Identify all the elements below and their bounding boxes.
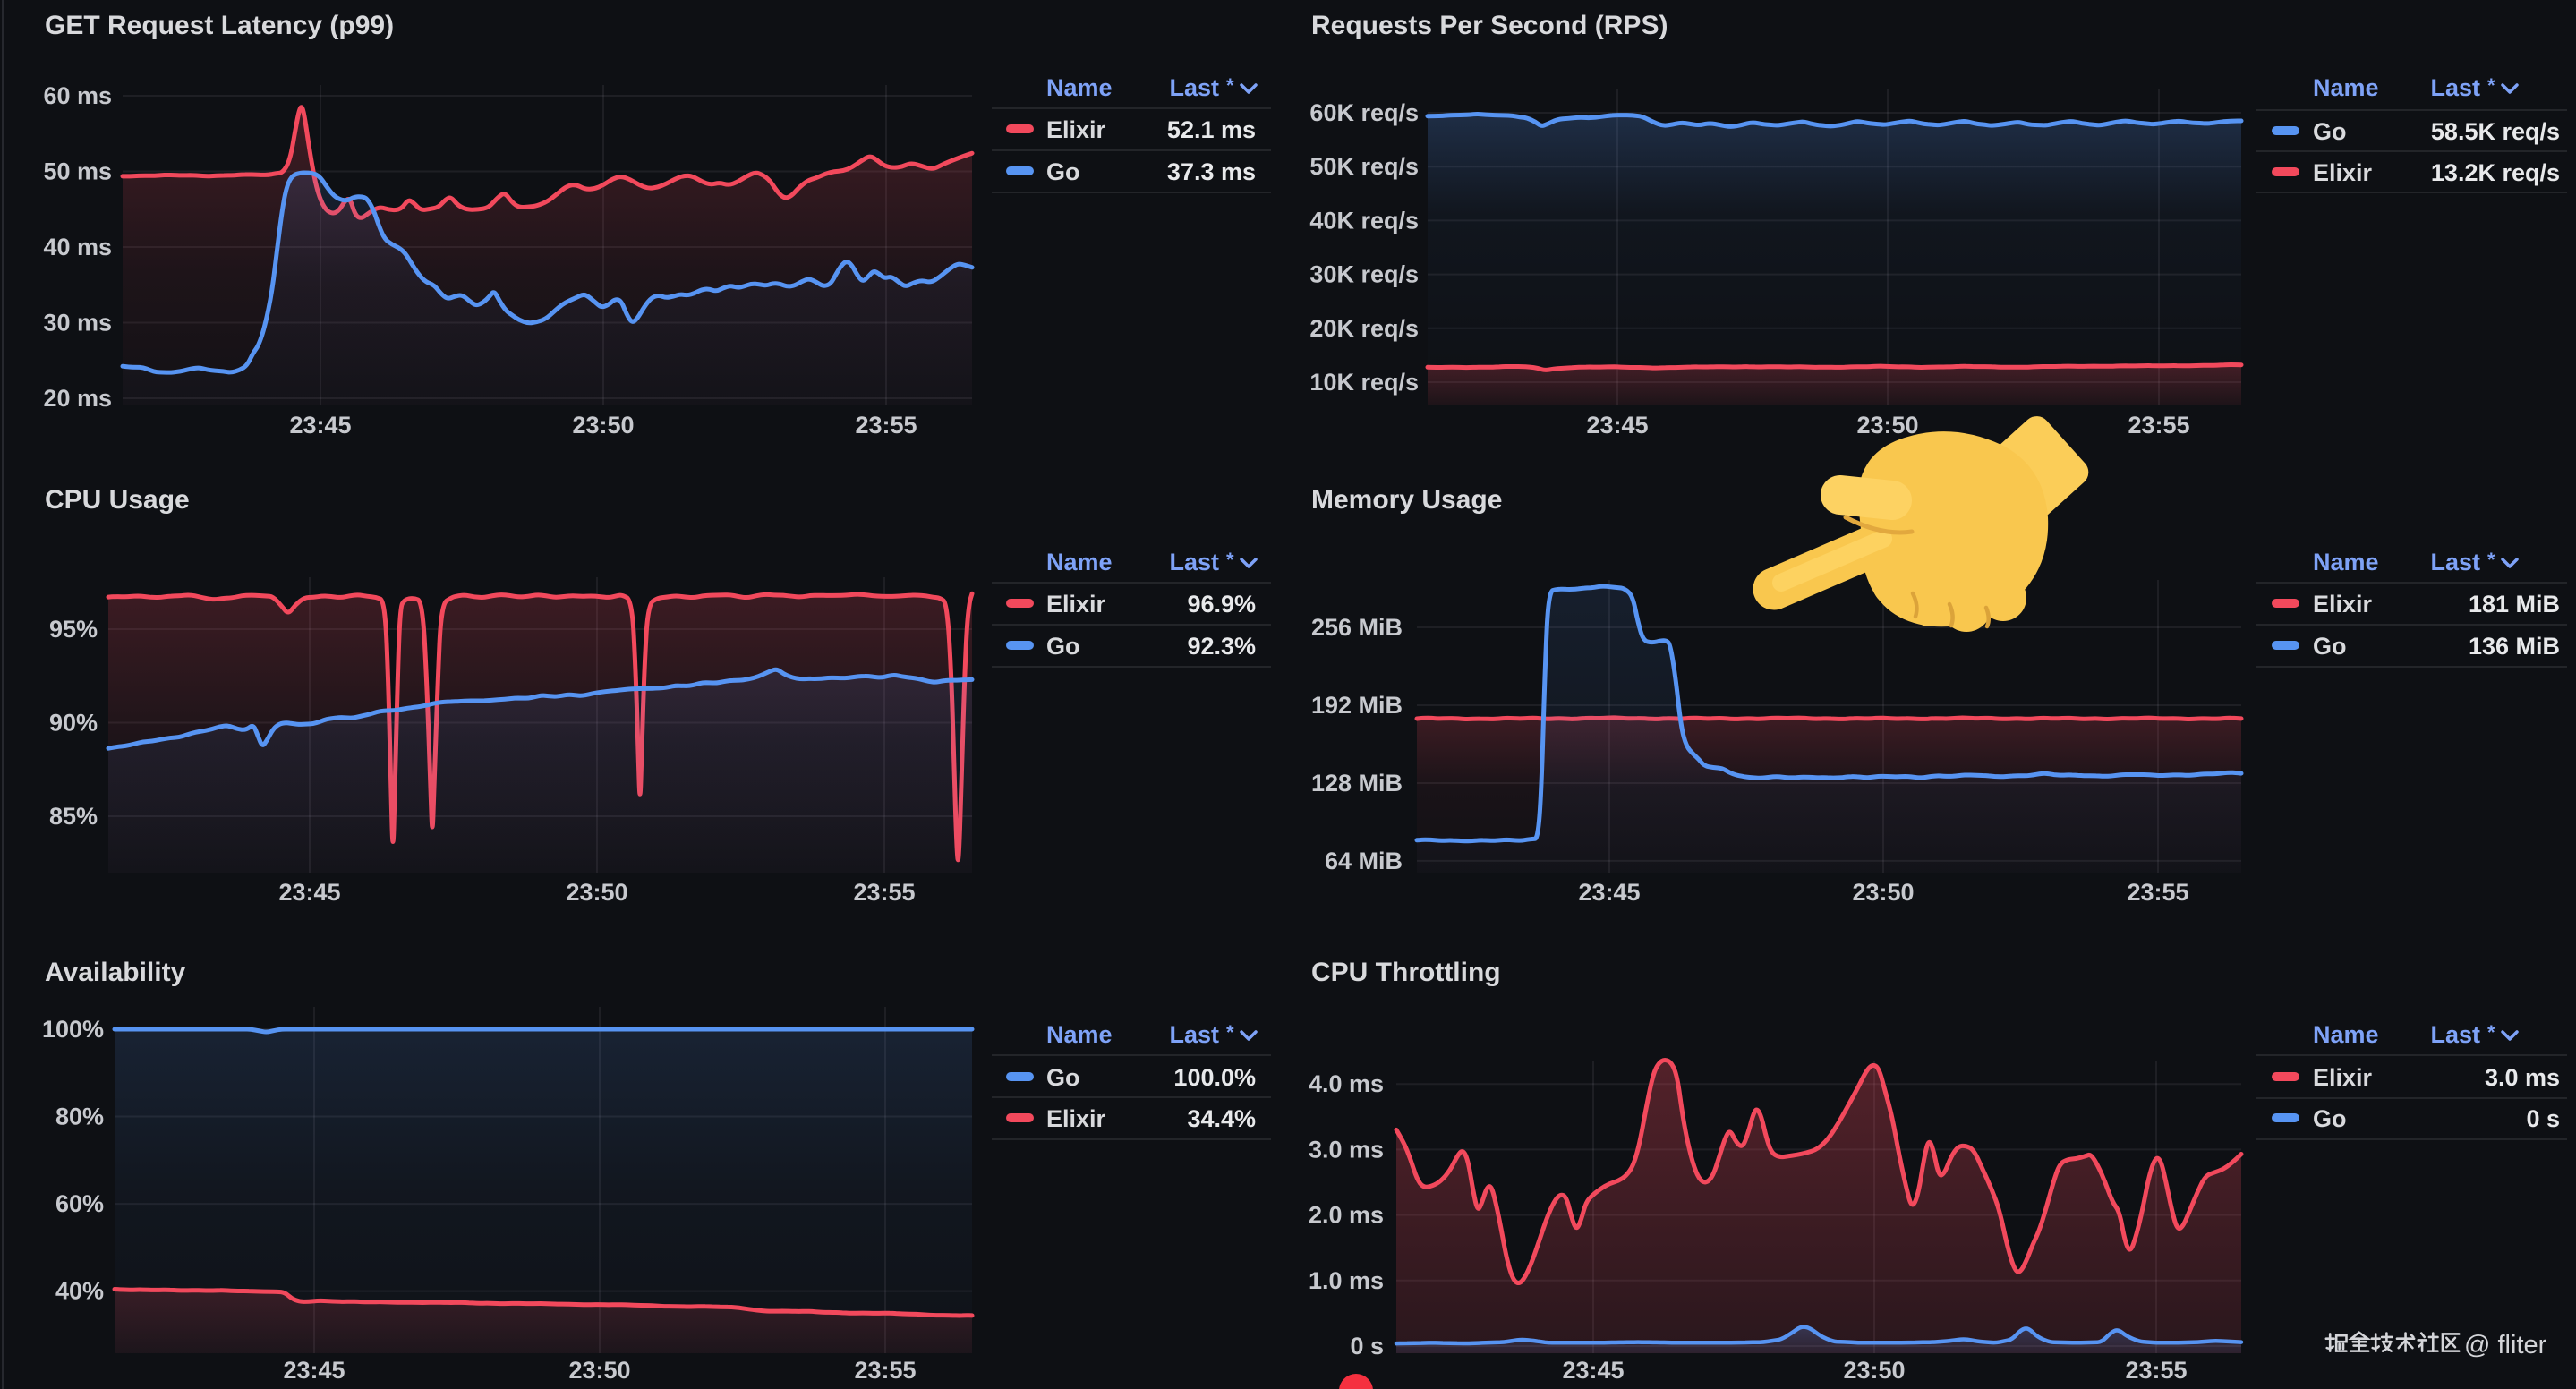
svg-text:Last: Last: [2430, 1021, 2480, 1048]
svg-text:*: *: [1226, 1021, 1234, 1044]
svg-text:Last: Last: [1169, 549, 1219, 575]
svg-text:3.0 ms: 3.0 ms: [1309, 1136, 1384, 1163]
svg-text:CPU Usage: CPU Usage: [45, 485, 190, 515]
svg-text:*: *: [1226, 74, 1234, 97]
svg-text:*: *: [2487, 549, 2495, 571]
svg-text:192 MiB: 192 MiB: [1311, 692, 1403, 719]
svg-text:*: *: [1226, 549, 1234, 571]
svg-text:13.2K req/s: 13.2K req/s: [2431, 159, 2560, 186]
svg-text:30 ms: 30 ms: [43, 310, 112, 337]
svg-text:50K req/s: 50K req/s: [1309, 153, 1419, 180]
svg-text:Elixir: Elixir: [1046, 1105, 1106, 1132]
svg-text:23:45: 23:45: [1586, 412, 1648, 439]
svg-text:Name: Name: [1046, 1021, 1113, 1048]
svg-text:23:50: 23:50: [1843, 1357, 1905, 1384]
svg-text:10K req/s: 10K req/s: [1309, 369, 1419, 396]
svg-text:Name: Name: [1046, 549, 1113, 575]
svg-text:23:55: 23:55: [855, 412, 917, 439]
svg-text:23:45: 23:45: [1562, 1357, 1624, 1384]
svg-text:Last: Last: [1169, 1021, 1219, 1048]
svg-text:Go: Go: [1046, 633, 1080, 660]
svg-text:60K req/s: 60K req/s: [1309, 99, 1419, 126]
svg-text:23:55: 23:55: [2125, 1357, 2187, 1384]
svg-text:20K req/s: 20K req/s: [1309, 315, 1419, 342]
svg-text:60%: 60%: [55, 1190, 104, 1217]
svg-text:Name: Name: [2313, 549, 2379, 575]
svg-text:3.0 ms: 3.0 ms: [2485, 1064, 2560, 1091]
svg-text:GET Request Latency (p99): GET Request Latency (p99): [45, 11, 394, 40]
svg-text:2.0 ms: 2.0 ms: [1309, 1202, 1384, 1229]
svg-text:92.3%: 92.3%: [1187, 633, 1256, 660]
svg-text:4.0 ms: 4.0 ms: [1309, 1070, 1384, 1097]
svg-text:85%: 85%: [49, 803, 98, 830]
svg-text:128 MiB: 128 MiB: [1311, 770, 1403, 797]
svg-text:60 ms: 60 ms: [43, 82, 112, 109]
svg-text:95%: 95%: [49, 616, 98, 643]
svg-text:64 MiB: 64 MiB: [1325, 848, 1403, 874]
svg-text:23:45: 23:45: [1578, 879, 1640, 906]
svg-text:Elixir: Elixir: [1046, 116, 1106, 143]
svg-text:Go: Go: [2313, 118, 2347, 145]
svg-text:1.0 ms: 1.0 ms: [1309, 1267, 1384, 1294]
svg-text:20 ms: 20 ms: [43, 385, 112, 412]
svg-text:Availability: Availability: [45, 958, 186, 987]
svg-text:256 MiB: 256 MiB: [1311, 614, 1403, 641]
svg-text:23:45: 23:45: [278, 879, 340, 906]
svg-text:23:55: 23:55: [2128, 412, 2189, 439]
svg-text:90%: 90%: [49, 710, 98, 737]
svg-text:50 ms: 50 ms: [43, 158, 112, 185]
svg-text:34.4%: 34.4%: [1187, 1105, 1256, 1132]
svg-text:23:50: 23:50: [1856, 412, 1918, 439]
svg-text:23:50: 23:50: [1852, 879, 1914, 906]
svg-text:Elixir: Elixir: [2313, 159, 2373, 186]
svg-text:23:50: 23:50: [568, 1357, 630, 1384]
svg-text:23:55: 23:55: [854, 1357, 916, 1384]
svg-text:23:45: 23:45: [283, 1357, 345, 1384]
svg-text:30K req/s: 30K req/s: [1309, 261, 1419, 288]
svg-text:58.5K req/s: 58.5K req/s: [2431, 118, 2560, 145]
svg-text:23:50: 23:50: [566, 879, 627, 906]
svg-text:40K req/s: 40K req/s: [1309, 207, 1419, 234]
svg-text:*: *: [2487, 74, 2495, 97]
svg-text:Elixir: Elixir: [1046, 591, 1106, 618]
svg-text:37.3 ms: 37.3 ms: [1167, 158, 1256, 185]
svg-text:52.1 ms: 52.1 ms: [1167, 116, 1256, 143]
svg-text:96.9%: 96.9%: [1187, 591, 1256, 618]
svg-text:Last: Last: [2430, 549, 2480, 575]
svg-text:Last: Last: [1169, 74, 1219, 101]
svg-text:23:55: 23:55: [853, 879, 915, 906]
svg-text:181 MiB: 181 MiB: [2469, 591, 2560, 618]
svg-text:0 s: 0 s: [1350, 1333, 1384, 1359]
svg-text:*: *: [2487, 1021, 2495, 1044]
svg-text:136 MiB: 136 MiB: [2469, 633, 2560, 660]
svg-text:CPU Throttling: CPU Throttling: [1311, 958, 1501, 987]
svg-text:Name: Name: [2313, 74, 2379, 101]
svg-text:Go: Go: [1046, 158, 1080, 185]
svg-text:Name: Name: [2313, 1021, 2379, 1048]
svg-text:Elixir: Elixir: [2313, 1064, 2373, 1091]
svg-text:Last: Last: [2430, 74, 2480, 101]
svg-text:100.0%: 100.0%: [1173, 1064, 1256, 1091]
svg-text:Requests Per Second (RPS): Requests Per Second (RPS): [1311, 11, 1668, 40]
svg-text:23:50: 23:50: [572, 412, 634, 439]
svg-text:Name: Name: [1046, 74, 1113, 101]
svg-text:@ fliter: @ fliter: [2464, 1331, 2547, 1359]
svg-text:23:55: 23:55: [2127, 879, 2188, 906]
svg-text:Memory Usage: Memory Usage: [1311, 485, 1502, 515]
svg-text:Go: Go: [2313, 633, 2347, 660]
svg-text:40 ms: 40 ms: [43, 234, 112, 260]
svg-text:80%: 80%: [55, 1104, 104, 1130]
svg-text:Elixir: Elixir: [2313, 591, 2373, 618]
svg-text:23:45: 23:45: [289, 412, 351, 439]
svg-text:Go: Go: [1046, 1064, 1080, 1091]
svg-text:0 s: 0 s: [2526, 1105, 2560, 1132]
svg-text:40%: 40%: [55, 1278, 104, 1305]
svg-text:100%: 100%: [42, 1016, 104, 1043]
svg-text:Go: Go: [2313, 1105, 2347, 1132]
